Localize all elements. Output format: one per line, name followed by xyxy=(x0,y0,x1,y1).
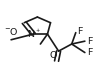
Text: O: O xyxy=(50,51,57,60)
Text: $^{+}$: $^{+}$ xyxy=(35,29,41,35)
Text: F: F xyxy=(87,48,92,57)
Text: F: F xyxy=(77,27,82,36)
Text: N: N xyxy=(27,30,34,39)
Text: $^{-}$O: $^{-}$O xyxy=(4,26,18,37)
Text: F: F xyxy=(87,37,92,46)
